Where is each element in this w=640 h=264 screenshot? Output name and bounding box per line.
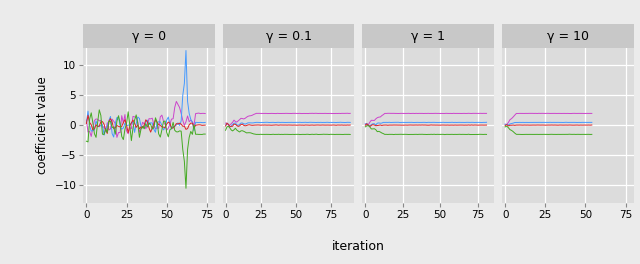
Y-axis label: coefficient value: coefficient value	[36, 77, 49, 174]
Text: γ = 10: γ = 10	[547, 30, 589, 43]
Text: γ = 0: γ = 0	[132, 30, 166, 43]
Text: γ = 0.1: γ = 0.1	[266, 30, 312, 43]
Text: γ = 1: γ = 1	[411, 30, 445, 43]
Text: iteration: iteration	[332, 241, 385, 253]
